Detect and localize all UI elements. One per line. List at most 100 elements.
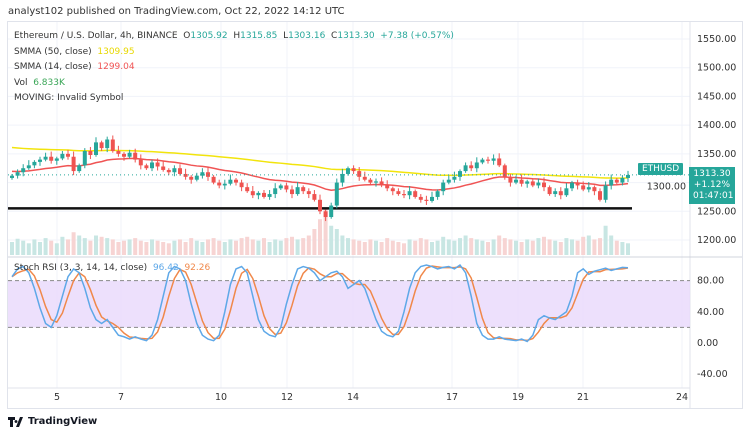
candle-body [262,192,266,197]
price-tick-label: 1300.00 [647,182,686,193]
candle-body [435,191,440,197]
volume-bar [43,238,48,255]
candle-body [592,187,597,192]
candle-body [396,191,401,195]
volume-bar [402,243,406,255]
volume-bar [374,240,378,255]
volume-bar [138,240,143,255]
candle-body [71,156,76,172]
candle-body [418,196,423,200]
volume-bar [94,235,98,255]
rsi-tick-label: 80.00 [697,276,724,287]
candle-body [491,158,496,161]
open-value: 1305.92 [190,31,228,41]
volume-legend[interactable]: Vol 6.833K [14,76,454,92]
chart-legend: Ethereum / U.S. Dollar, 4h, BINANCE O130… [14,29,454,107]
volume-bar [592,239,597,255]
time-tick-label: 12 [281,392,293,403]
candle-body [256,192,261,196]
rsi-tick-label: -40.00 [697,369,728,380]
volume-bar [133,238,138,255]
candle-body [553,191,558,195]
volume-bar [334,229,339,255]
candle-body [547,187,552,195]
change-value: +7.38 (+0.57%) [380,31,454,41]
volume-bar [396,242,401,255]
volume-bar [609,235,614,255]
volume-bar [206,239,210,255]
moving-legend[interactable]: MOVING: Invalid Symbol [14,93,124,103]
volume-bar [362,242,367,255]
low-value: 1303.16 [288,31,326,41]
volume-bar [77,235,82,255]
close-label: C [331,31,338,41]
candle-body [15,172,20,176]
volume-bar [116,242,121,255]
volume-bar [284,238,289,255]
volume-bar [200,242,205,255]
smma14-label: SMMA (14, close) [14,62,92,72]
candle-body [239,182,244,188]
volume-bar [66,239,70,255]
candle-body [250,191,255,196]
candle-body [144,165,149,169]
price-tick-label: 1400.00 [697,120,736,131]
candle-body [575,182,580,186]
chart-frame [7,21,743,409]
volume-bar [15,238,20,255]
smma50-legend[interactable]: SMMA (50, close) 1309.95 [14,45,454,61]
candle-body [66,153,70,157]
candle-body [368,179,373,183]
volume-bar [127,239,132,255]
candle-body [374,181,378,183]
smma50-label: SMMA (50, close) [14,46,92,57]
publisher-line: analyst102 published on TradingView.com,… [8,6,345,17]
volume-bar [161,242,166,255]
candle-body [603,185,608,200]
candle-body [105,139,110,149]
volume-bar [530,240,535,255]
candle-body [502,165,507,177]
candle-body [222,183,227,186]
candle-body [38,159,42,162]
candle-body [234,179,238,183]
volume-bar [82,238,87,255]
price-tick-label: 1350.00 [697,149,736,160]
price-tick-label: 1250.00 [697,206,736,217]
close-value: 1313.30 [337,31,375,41]
last-price-box: 1313.30 +1.12% 01:47:01 [689,167,735,204]
volume-bar [318,219,322,255]
footer-brand[interactable]: TradingView [8,416,97,427]
volume-bar [390,240,395,255]
smma14-legend[interactable]: SMMA (14, close) 1299.04 [14,60,454,76]
candle-body [497,158,502,166]
volume-bar [166,243,171,255]
stoch-rsi-legend[interactable]: Stoch RSI (3, 3, 14, 14, close) 96.42 92… [14,263,210,273]
volume-bar [21,240,26,255]
volume-bar [262,238,266,255]
candle-body [217,182,222,186]
candle-body [357,171,362,177]
volume-bar [502,238,507,255]
time-tick-label: 10 [215,392,227,403]
volume-bar [144,242,149,255]
high-label: H [233,31,241,41]
volume-bar [418,238,423,255]
candle-body [525,181,530,184]
time-tick-label: 7 [118,392,124,403]
tradingview-logo-icon [8,416,23,427]
high-value: 1315.85 [240,31,278,41]
candle-body [183,173,188,177]
volume-bar [486,242,490,255]
candle-body [480,159,485,163]
volume-bar [340,235,345,255]
volume-bar [273,239,278,255]
candle-body [402,194,406,196]
candle-body [586,187,591,190]
volume-bar [99,236,104,255]
volume-bar [222,242,227,255]
volume-bar [497,235,502,255]
candle-body [21,168,26,173]
volume-bar [256,240,261,255]
